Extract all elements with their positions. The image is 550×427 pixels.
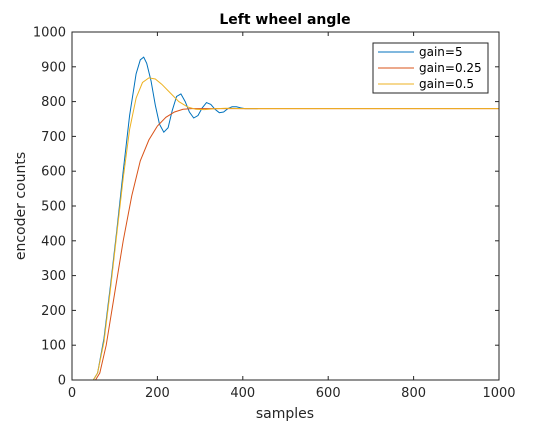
x-tick-label-2: 400 xyxy=(230,386,255,401)
x-axis-label: samples xyxy=(256,406,314,422)
x-tick-label-3: 600 xyxy=(316,386,341,401)
legend-label-0: gain=5 xyxy=(419,45,463,59)
y-tick-label-5: 500 xyxy=(41,200,66,215)
y-tick-label-0: 0 xyxy=(58,374,66,389)
x-tick-label-5: 1000 xyxy=(482,386,515,401)
y-tick-label-2: 200 xyxy=(41,304,66,319)
y-tick-label-1: 100 xyxy=(41,339,66,354)
x-tick-label-0: 0 xyxy=(68,386,76,401)
series-layer xyxy=(72,56,499,381)
x-tick-label-4: 800 xyxy=(401,386,426,401)
legend-label-2: gain=0.5 xyxy=(419,77,474,91)
y-tick-label-8: 800 xyxy=(41,95,66,110)
legend-box xyxy=(372,42,489,94)
x-tick-label-1: 200 xyxy=(145,386,170,401)
y-tick-label-10: 1000 xyxy=(33,26,66,41)
series-line-0 xyxy=(72,56,258,381)
y-axis-label: encoder counts xyxy=(13,152,29,260)
legend-label-1: gain=0.25 xyxy=(419,61,482,75)
y-tick-label-7: 700 xyxy=(41,130,66,145)
tick-layer: 0 200 400 600 800 1000 0 100 200 300 400 500 600 700 8… xyxy=(33,26,516,402)
series-line-2 xyxy=(72,77,499,381)
chart-title: Left wheel angle xyxy=(219,12,350,28)
y-tick-label-4: 400 xyxy=(41,234,66,249)
y-tick-label-3: 300 xyxy=(41,269,66,284)
legend: gain=5 gain=0.25 gain=0.5 xyxy=(372,42,489,94)
y-tick-label-9: 900 xyxy=(41,60,66,75)
y-tick-label-6: 600 xyxy=(41,165,66,180)
